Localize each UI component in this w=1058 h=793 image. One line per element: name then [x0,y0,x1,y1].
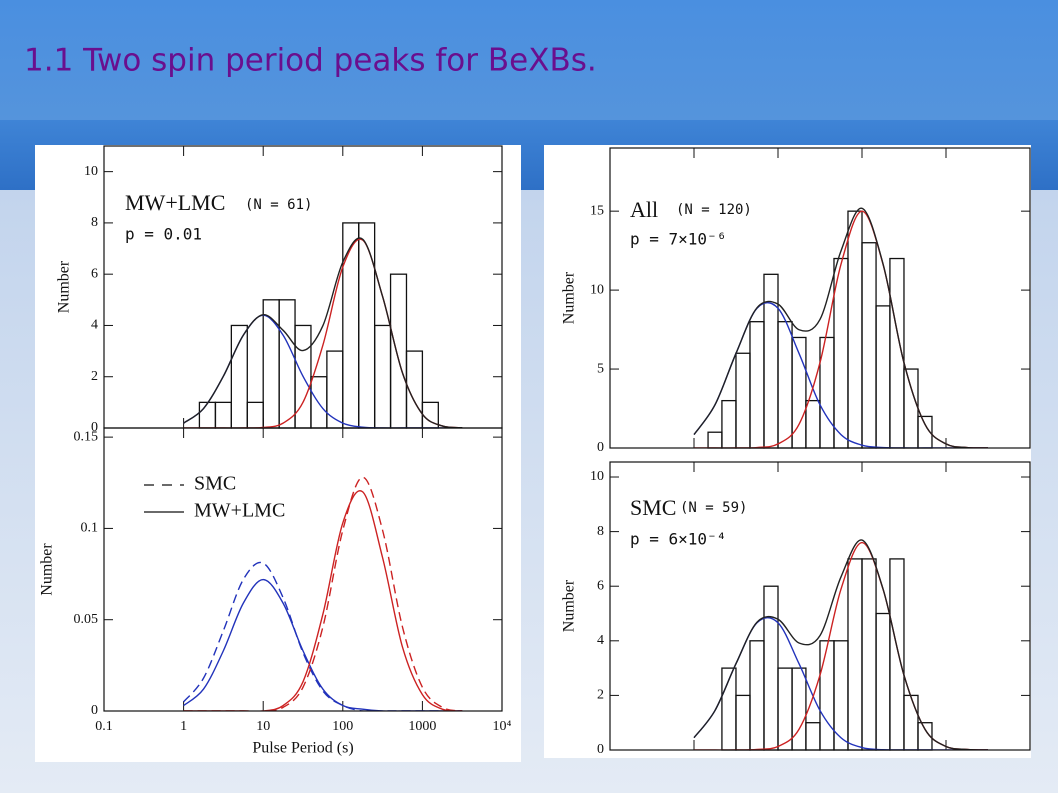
annotation: p = 7×10⁻⁶ [630,230,726,249]
right-panel [544,145,1031,758]
plot-frame [609,461,1031,751]
y-tick-label: 8 [597,524,604,539]
y-tick-label: 0 [597,440,604,455]
y-tick-label: 4 [91,318,98,333]
annotation: (N = 59) [680,500,747,516]
y-axis-label: Number [39,543,56,596]
x-tick-label: 10⁴ [493,719,512,734]
fit-curve [183,578,463,711]
y-tick-label: 2 [91,369,98,384]
annotation: All [630,197,658,222]
slide-title: 1.1 Two spin period peaks for BeXBs. [24,43,597,79]
y-tick-label: 0.1 [81,521,99,536]
title-band [0,0,1058,120]
legend-label: SMC [194,473,236,495]
y-tick-label: 4 [597,633,604,648]
x-axis-label: Pulse Period (s) [252,740,353,757]
annotation: p = 6×10⁻⁴ [630,530,726,549]
x-tick-label: 1000 [408,719,436,734]
fit-curve [183,476,463,711]
x-tick-label: 1 [180,719,187,734]
annotation: SMC [630,495,676,520]
y-tick-label: 6 [597,578,604,593]
y-axis-label: Number [561,271,578,324]
y-tick-label: 10 [84,164,98,179]
y-tick-label: 5 [597,361,604,376]
y-tick-label: 6 [91,266,98,281]
annotation: (N = 61) [245,197,312,213]
fit-curve [693,539,989,750]
y-axis-label: Number [561,579,578,632]
plot-frame [609,147,1031,449]
y-axis-label: Number [56,260,73,313]
y-tick-label: 8 [91,215,98,230]
y-tick-label: 0 [91,703,98,718]
y-tick-label: 15 [590,203,604,218]
annotation: p = 0.01 [125,225,202,244]
annotation: MW+LMC [125,190,225,215]
x-tick-label: 0.1 [95,719,113,734]
fit-curve [693,207,989,448]
y-tick-label: 0 [597,742,604,757]
fit-curve [183,490,463,711]
y-tick-label: 0.05 [74,612,99,627]
fit-curve [183,237,463,428]
fit-curve [183,561,463,711]
y-tick-label: 10 [590,469,604,484]
x-tick-label: 100 [332,719,353,734]
y-tick-label: 10 [590,282,604,297]
y-tick-label: 0.15 [74,429,99,444]
x-tick-label: 10 [256,719,270,734]
y-tick-label: 0 [91,420,98,435]
legend-label: MW+LMC [194,500,285,522]
annotation: (N = 120) [676,202,752,218]
left-panel [35,145,521,762]
y-tick-label: 2 [597,688,604,703]
plot-frame [103,427,503,712]
